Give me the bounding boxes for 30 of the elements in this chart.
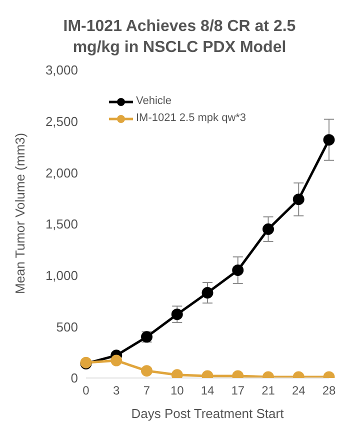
x-tick-label: 7 — [143, 384, 150, 398]
y-tick-label: 500 — [56, 319, 78, 334]
x-tick-label: 0 — [82, 384, 90, 398]
point — [202, 287, 214, 299]
x-axis-title: Days Post Treatment Start — [131, 406, 284, 421]
legend-label: IM-1021 2.5 mpk qw*3 — [136, 111, 246, 126]
y-tick-label: 1,000 — [45, 268, 78, 283]
y-tick-label: 2,500 — [45, 114, 78, 129]
point — [292, 194, 304, 206]
point — [262, 223, 274, 235]
x-tick-label: 24 — [292, 384, 306, 398]
x-tick-label: 3 — [113, 384, 120, 398]
y-axis-title: Mean Tumor Volume (mm3) — [12, 132, 28, 294]
point — [141, 365, 152, 377]
point — [110, 354, 122, 366]
y-tick-label: 0 — [70, 370, 78, 386]
point — [232, 264, 244, 276]
y-tick-label: 2,000 — [45, 165, 78, 180]
x-tick-label: 21 — [262, 384, 276, 398]
point — [171, 308, 183, 320]
x-tick-label: 28 — [322, 384, 336, 398]
x-tick-label: 17 — [231, 384, 245, 398]
x-tick-label: 14 — [200, 384, 214, 398]
point — [323, 134, 335, 146]
chart-title: IM-1021 Achieves 8/8 CR at 2.5 mg/kg in NSCLC PDX Model — [62, 17, 297, 58]
x-tick-label: 10 — [170, 384, 184, 398]
y-tick-label: 1,500 — [45, 216, 78, 232]
y-tick-label: 3,000 — [45, 62, 78, 78]
legend-label: Vehicle — [136, 94, 172, 109]
point — [171, 369, 183, 378]
